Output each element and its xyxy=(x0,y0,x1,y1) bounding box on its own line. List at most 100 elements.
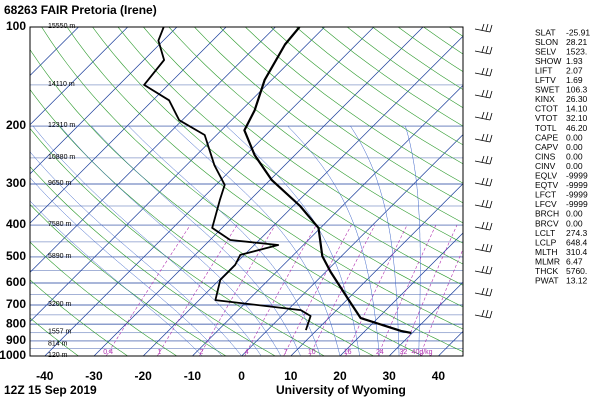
moist-adiabat xyxy=(128,125,321,356)
index-name: THCK xyxy=(535,266,558,276)
time-label: 12Z 15 Sep 2019 xyxy=(4,383,97,397)
index-name: LIFT xyxy=(535,65,552,75)
index-value: 0.00 xyxy=(566,132,583,142)
index-value: 2.07 xyxy=(566,65,583,75)
index-name: SLON xyxy=(535,37,558,47)
index-name: LFTV xyxy=(535,75,556,85)
isotherm xyxy=(44,27,375,356)
index-value: -9999 xyxy=(566,199,588,209)
x-tick-label: 30 xyxy=(383,369,397,383)
height-label: 3200 m xyxy=(48,301,72,308)
mixing-ratio-line xyxy=(244,224,317,356)
wind-barbs xyxy=(474,23,493,319)
wind-barb xyxy=(474,287,493,297)
mixing-ratio-line xyxy=(199,224,276,356)
index-name: BRCV xyxy=(535,218,559,228)
dry-adiabat xyxy=(194,27,463,224)
height-label: 814 m xyxy=(48,341,68,348)
index-name: VTOT xyxy=(535,113,558,123)
mixing-ratio-line xyxy=(157,224,238,356)
index-value: 310.4 xyxy=(566,247,588,257)
wind-barb xyxy=(474,67,493,77)
index-value: 26.30 xyxy=(566,94,588,104)
index-name: CAPE xyxy=(535,132,558,142)
chart-title: 68263 FAIR Pretoria (Irene) xyxy=(4,3,157,17)
moist-adiabat xyxy=(32,125,262,356)
isotherm xyxy=(30,27,276,273)
dry-adiabat xyxy=(270,27,463,165)
moist-adiabat xyxy=(350,125,400,356)
x-tick-label: 0 xyxy=(238,369,245,383)
index-name: CAPV xyxy=(535,142,558,152)
index-value: 1523. xyxy=(566,46,587,56)
index-value: 0.00 xyxy=(566,218,583,228)
x-tick-label: -30 xyxy=(85,369,103,383)
index-value: -9999 xyxy=(566,190,588,200)
mixing-ratio-line xyxy=(283,224,352,356)
index-value: 0.00 xyxy=(566,151,583,161)
x-tick-label: -40 xyxy=(36,369,54,383)
dry-adiabat xyxy=(30,279,128,356)
index-name: TOTL xyxy=(535,123,557,133)
y-tick-label: 1000 xyxy=(0,348,26,362)
index-name: PWAT xyxy=(535,276,559,286)
mixing-ratio-label: 1 xyxy=(157,349,161,356)
mixing-ratio-label: 10 xyxy=(308,349,316,356)
wind-barb xyxy=(474,221,493,231)
mixing-ratio-line xyxy=(401,224,458,356)
moist-adiabat xyxy=(30,151,242,356)
index-value: 28.21 xyxy=(566,37,588,47)
wind-barb xyxy=(474,309,493,319)
index-value: 14.10 xyxy=(566,104,588,114)
isotherm xyxy=(30,27,325,323)
index-value: 648.4 xyxy=(566,237,588,247)
index-name: MLMR xyxy=(535,256,560,266)
y-tick-label: 800 xyxy=(6,316,26,330)
index-value: 0.00 xyxy=(566,209,583,219)
wind-barb xyxy=(474,111,493,121)
isotherm xyxy=(388,281,463,356)
moist-adiabat xyxy=(226,125,360,356)
index-name: CINV xyxy=(535,161,556,171)
index-value: 0.00 xyxy=(566,142,583,152)
height-label: 5890 m xyxy=(48,253,72,260)
x-tick-label: 20 xyxy=(333,369,347,383)
y-tick-label: 500 xyxy=(6,249,26,263)
index-name: SHOW xyxy=(535,56,561,66)
index-value: 46.20 xyxy=(566,123,588,133)
moist-adiabat xyxy=(287,125,380,356)
height-label: 14110 m xyxy=(48,81,75,88)
wind-barb xyxy=(474,199,493,209)
mixing-ratio-label: 4 xyxy=(245,349,249,356)
index-value: 106.3 xyxy=(566,85,588,95)
moist-adiabat xyxy=(405,125,421,356)
index-name: LFCT xyxy=(535,190,556,200)
mixing-ratio-label: 7 xyxy=(284,349,288,356)
index-name: LCLP xyxy=(535,237,557,247)
index-name: SWET xyxy=(535,85,560,95)
mixing-ratio-line xyxy=(105,224,191,356)
dry-adiabat xyxy=(30,48,424,356)
wind-barb xyxy=(474,23,493,33)
dry-adiabat xyxy=(92,27,463,308)
x-tick-label: -10 xyxy=(184,369,202,383)
dry-adiabat xyxy=(321,27,463,127)
dry-adiabat xyxy=(30,204,227,356)
isotherm xyxy=(192,84,463,356)
y-tick-label: 200 xyxy=(6,118,26,132)
index-name: SLAT xyxy=(535,27,556,37)
mixing-ratio-line xyxy=(309,224,376,356)
dry-adiabat xyxy=(66,27,463,330)
dry-adiabat xyxy=(143,27,463,265)
dry-adiabat xyxy=(30,317,79,356)
isotherm xyxy=(30,27,227,224)
wind-barb xyxy=(474,177,493,187)
y-tick-label: 100 xyxy=(6,19,26,33)
index-value: 1.69 xyxy=(566,75,583,85)
wind-barb xyxy=(474,133,493,143)
isotherm xyxy=(241,134,463,356)
sounding-line xyxy=(243,27,412,334)
wind-barb xyxy=(474,89,493,99)
y-tick-label: 400 xyxy=(6,217,26,231)
isotherm xyxy=(339,232,463,356)
